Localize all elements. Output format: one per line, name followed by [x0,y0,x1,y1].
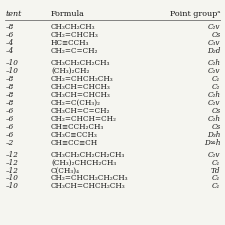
Text: CH₂=C=CH₂: CH₂=C=CH₂ [51,47,99,55]
Text: –8: –8 [6,99,14,107]
Text: CH₃CH=C=CH₂: CH₃CH=C=CH₂ [51,107,110,115]
Text: CH₃CH=CHCH₃: CH₃CH=CHCH₃ [51,83,111,91]
Text: CH₃CH₂CH₂CH₃: CH₃CH₂CH₂CH₃ [51,59,110,67]
Text: D₂d: D₂d [207,47,220,55]
Text: –6: –6 [6,107,14,115]
Text: –4: –4 [6,39,14,47]
Text: CH₃CH=CHCH₂CH₃: CH₃CH=CHCH₂CH₃ [51,182,126,191]
Text: C₂v: C₂v [208,67,220,75]
Text: –6: –6 [6,31,14,39]
Text: HC≡CCH₃: HC≡CCH₃ [51,39,90,47]
Text: C₃v: C₃v [208,39,220,47]
Text: tent: tent [6,10,22,18]
Text: D₃h: D₃h [207,131,220,139]
Text: C₂h: C₂h [207,115,220,123]
Text: –10: –10 [6,175,18,182]
Text: (CH₃)₂CH₂: (CH₃)₂CH₂ [51,67,89,75]
Text: CH₃C≡CCH₃: CH₃C≡CCH₃ [51,131,98,139]
Text: CH₂=C(CH₃)₂: CH₂=C(CH₃)₂ [51,99,101,107]
Text: CH₃CH₂CH₃: CH₃CH₂CH₃ [51,23,96,31]
Text: (CH₃)₂CHCH₂CH₃: (CH₃)₂CHCH₂CH₃ [51,158,116,166]
Text: CH≡CCH₂CH₃: CH≡CCH₂CH₃ [51,123,104,131]
Text: CH₂=CHCH₂CH₃: CH₂=CHCH₂CH₃ [51,75,114,83]
Text: Cs: Cs [211,31,220,39]
Text: C(CH₃)₄: C(CH₃)₄ [51,166,80,175]
Text: –12: –12 [6,158,18,166]
Text: C₁: C₁ [212,175,220,182]
Text: C₂: C₂ [212,83,220,91]
Text: Point groupᵃ: Point groupᵃ [170,10,220,18]
Text: CH₂=CHCH=CH₂: CH₂=CHCH=CH₂ [51,115,117,123]
Text: –6: –6 [6,115,14,123]
Text: Cs: Cs [211,123,220,131]
Text: C₂h: C₂h [207,59,220,67]
Text: –8: –8 [6,75,14,83]
Text: C₁: C₁ [212,75,220,83]
Text: D∞h: D∞h [204,139,220,147]
Text: CH₃CH=CHCH₃: CH₃CH=CHCH₃ [51,91,111,99]
Text: C₂v: C₂v [208,23,220,31]
Text: –12: –12 [6,151,18,159]
Text: –10: –10 [6,182,18,191]
Text: Formula: Formula [51,10,85,18]
Text: CH₂=CHCH₂CH₂CH₃: CH₂=CHCH₂CH₂CH₃ [51,175,128,182]
Text: –12: –12 [6,166,18,175]
Text: Cs: Cs [211,107,220,115]
Text: Td: Td [211,166,220,175]
Text: –10: –10 [6,67,18,75]
Text: C₂h: C₂h [207,91,220,99]
Text: C₁: C₁ [212,158,220,166]
Text: CH₃CH₂CH₂CH₂CH₃: CH₃CH₂CH₂CH₂CH₃ [51,151,125,159]
Text: CH₂=CHCH₃: CH₂=CHCH₃ [51,31,99,39]
Text: –6: –6 [6,123,14,131]
Text: –4: –4 [6,47,14,55]
Text: –8: –8 [6,91,14,99]
Text: –10: –10 [6,59,18,67]
Text: CH≡CC≡CH: CH≡CC≡CH [51,139,98,147]
Text: C₂v: C₂v [208,151,220,159]
Text: C₂v: C₂v [208,99,220,107]
Text: C₁: C₁ [212,182,220,191]
Text: –8: –8 [6,23,14,31]
Text: –2: –2 [6,139,14,147]
Text: –6: –6 [6,131,14,139]
Text: –8: –8 [6,83,14,91]
